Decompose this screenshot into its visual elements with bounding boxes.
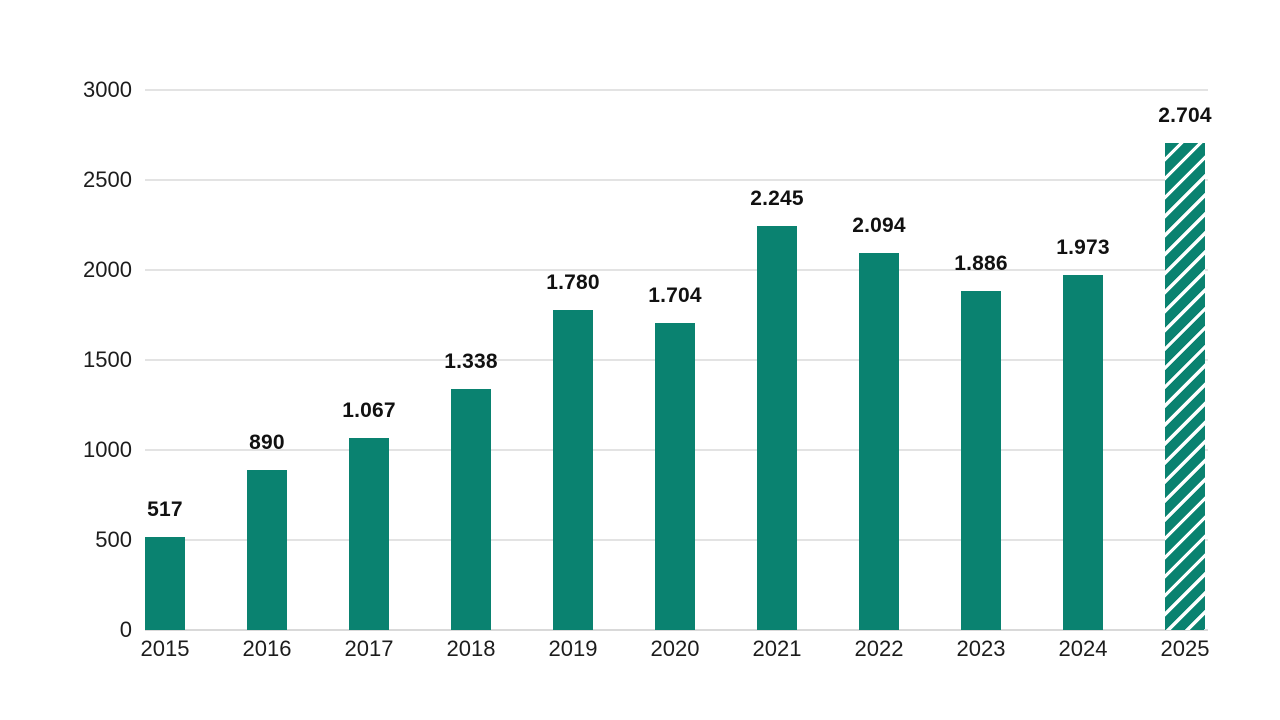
bar-value-label: 1.886 [954, 252, 1008, 275]
bar-value-label: 1.780 [546, 271, 600, 294]
gridline [145, 89, 1208, 91]
bar-value-label: 1.338 [444, 350, 498, 373]
x-tick-label: 2017 [344, 636, 394, 661]
bar-value-label: 2.245 [750, 187, 804, 210]
y-tick-label: 3000 [83, 77, 132, 102]
x-axis-baseline [145, 629, 1208, 631]
y-tick-label: 1000 [83, 437, 132, 462]
bar-2022 [859, 253, 899, 630]
bar-2015 [145, 537, 185, 630]
x-tick-label: 2015 [140, 636, 190, 661]
bar-2019 [553, 310, 593, 630]
x-tick-label: 2018 [446, 636, 496, 661]
bar-value-label: 517 [147, 498, 183, 521]
bar-2025 [1165, 143, 1205, 630]
bar-2018 [451, 389, 491, 630]
bar-value-label: 1.704 [648, 284, 702, 307]
bar-value-label: 890 [249, 431, 285, 454]
bar-2021 [757, 226, 797, 630]
x-tick-label: 2024 [1058, 636, 1108, 661]
x-tick-label: 2019 [548, 636, 598, 661]
bar-2017 [349, 438, 389, 630]
bar-value-label: 1.973 [1056, 236, 1110, 259]
y-tick-label: 2000 [83, 257, 132, 282]
x-tick-label: 2022 [854, 636, 904, 661]
x-tick-label: 2023 [956, 636, 1006, 661]
y-tick-label: 2500 [83, 167, 132, 192]
gridline [145, 179, 1208, 181]
bar-2024 [1063, 275, 1103, 630]
y-tick-label: 500 [95, 527, 132, 552]
x-tick-label: 2020 [650, 636, 700, 661]
bar-2020 [655, 323, 695, 630]
y-tick-label: 1500 [83, 347, 132, 372]
x-tick-label: 2025 [1160, 636, 1210, 661]
x-tick-label: 2021 [752, 636, 802, 661]
bar-value-label: 2.704 [1158, 104, 1212, 127]
y-tick-label: 0 [119, 617, 132, 642]
x-tick-label: 2016 [242, 636, 292, 661]
bar-2023 [961, 291, 1001, 630]
gridline [145, 269, 1208, 271]
bar-2016 [247, 470, 287, 630]
bar-value-label: 1.067 [342, 399, 396, 422]
bar-value-label: 2.094 [852, 214, 906, 237]
